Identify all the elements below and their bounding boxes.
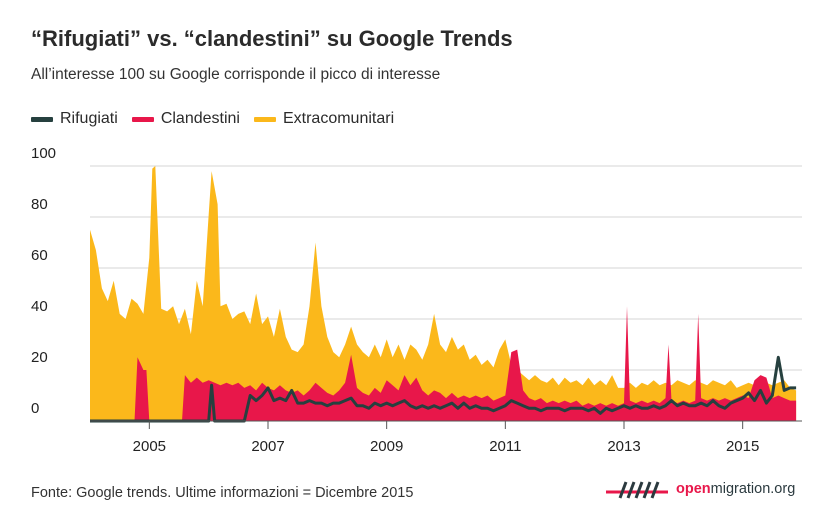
legend-swatch-rifugiati xyxy=(31,116,53,122)
chart-series xyxy=(90,166,797,423)
chart-subtitle: All’interesse 100 su Google corrisponde … xyxy=(31,66,441,83)
x-tick-label-2005: 2005 xyxy=(133,438,166,455)
line-rifugiati xyxy=(90,355,797,423)
brand-logo[interactable]: openmigration.org xyxy=(606,478,795,500)
y-tick-label-40: 40 xyxy=(31,298,48,315)
x-tick-label-2011: 2011 xyxy=(489,438,521,455)
x-tick-label-2007: 2007 xyxy=(251,438,284,455)
x-tick-label-2013: 2013 xyxy=(607,438,640,455)
legend-item-rifugiati: Rifugiati xyxy=(31,110,118,128)
y-tick-label-0: 0 xyxy=(31,400,39,417)
source-note: Fonte: Google trends. Ultime informazion… xyxy=(31,485,414,501)
x-tick-label-2009: 2009 xyxy=(370,438,403,455)
legend-item-extracomunitari: Extracomunitari xyxy=(253,110,395,128)
y-tick-label-80: 80 xyxy=(31,196,48,213)
brand-mark-icon xyxy=(606,481,668,499)
brand-name: openmigration.org xyxy=(676,481,795,497)
legend-label-extracomunitari: Extracomunitari xyxy=(282,110,395,127)
area-extracomunitari xyxy=(90,166,797,421)
chart-axes: 0 20 40 60 80 100 2005 2007 2009 2011 2013 2015 xyxy=(31,145,802,455)
x-tick-label-2015: 2015 xyxy=(726,438,759,455)
brand-suffix: migration.org xyxy=(710,481,796,497)
y-tick-label-20: 20 xyxy=(31,349,48,366)
y-tick-label-60: 60 xyxy=(31,247,48,264)
legend-label-clandestini: Clandestini xyxy=(160,110,240,127)
brand-prefix: open xyxy=(676,481,711,497)
legend-item-clandestini: Clandestini xyxy=(131,110,240,128)
chart-legend: Rifugiati Clandestini Extracomunitari xyxy=(31,110,408,128)
y-tick-label-100: 100 xyxy=(31,145,56,162)
legend-swatch-clandestini xyxy=(131,116,154,122)
legend-swatch-extracomunitari xyxy=(253,116,276,122)
chart-title: “Rifugiati” vs. “clandestini” su Google … xyxy=(31,26,513,51)
legend-label-rifugiati: Rifugiati xyxy=(60,110,118,127)
area-clandestini xyxy=(90,306,797,421)
